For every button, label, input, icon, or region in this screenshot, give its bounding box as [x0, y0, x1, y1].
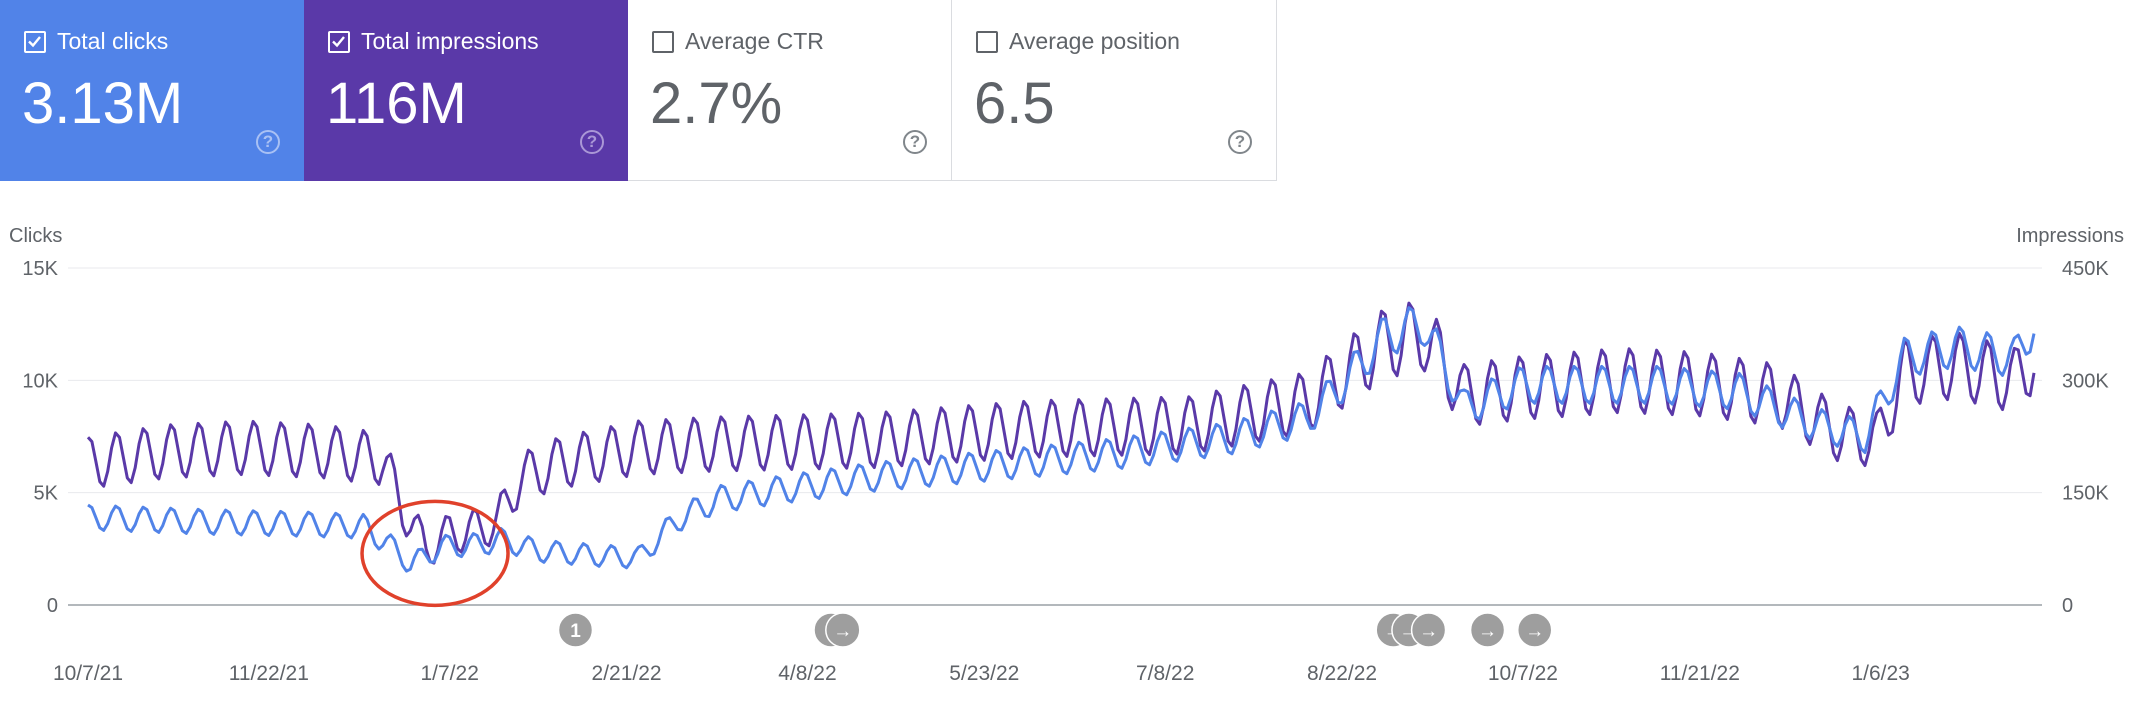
arrow-right-icon: →	[833, 621, 852, 642]
card-value: 116M	[326, 71, 467, 136]
checkbox-checked-icon[interactable]	[328, 31, 350, 53]
impressions-series-line	[86, 301, 2036, 565]
event-marker-circle	[557, 612, 594, 648]
x-tick-label: 11/22/21	[229, 662, 309, 685]
event-marker-circle	[1469, 612, 1506, 648]
card-label: Average CTR	[685, 28, 824, 54]
annotation-layer	[360, 499, 510, 608]
average-position-card[interactable]: Average position 6.5 ?	[952, 0, 1277, 181]
card-value: 3.13M	[22, 71, 184, 136]
card-label: Total impressions	[361, 28, 539, 54]
x-tick-label: 5/23/22	[949, 662, 1019, 685]
card-label: Total clicks	[57, 28, 169, 54]
left-tick-label: 15K	[22, 258, 58, 280]
right-tick-label: 0	[2062, 595, 2073, 617]
help-icon[interactable]: ?	[580, 130, 604, 154]
card-value: 2.7%	[650, 71, 783, 136]
right-tick-label: 300K	[2062, 370, 2109, 392]
x-tick-label: 1/6/23	[1851, 662, 1909, 685]
arrow-right-icon: →	[1419, 621, 1438, 642]
event-markers: 1→→→→→→→	[557, 612, 1553, 648]
x-tick-label: 2/21/22	[592, 662, 662, 685]
help-icon[interactable]: ?	[1228, 130, 1252, 154]
right-tick-label: 150K	[2062, 483, 2109, 505]
total-clicks-card[interactable]: Total clicks 3.13M ?	[0, 0, 304, 181]
event-marker: →	[1410, 612, 1447, 648]
event-marker-circle	[1516, 612, 1553, 648]
x-axis-ticks: 10/7/21 11/22/21 1/7/22 2/21/22 4/8/22 5/23/2…	[53, 662, 1910, 685]
arrow-right-icon: →	[1525, 621, 1544, 642]
left-tick-label: 5K	[34, 483, 59, 505]
event-marker: →	[1469, 612, 1506, 648]
x-tick-label: 8/22/22	[1307, 662, 1377, 685]
x-tick-label: 11/21/22	[1660, 662, 1740, 685]
checkbox-unchecked-icon[interactable]	[976, 31, 998, 53]
event-marker: →	[1516, 612, 1553, 648]
event-marker-circle	[1410, 612, 1447, 648]
annotation-circle	[360, 499, 510, 608]
right-tick-label: 450K	[2062, 258, 2109, 280]
right-axis-title: Impressions	[2016, 225, 2124, 247]
clicks-series-line	[87, 306, 2036, 573]
left-axis-ticks: 0 5K 10K 15K	[22, 258, 58, 617]
metric-cards: Total clicks 3.13M ? Total impressions 1…	[0, 0, 1277, 181]
x-tick-label: 10/7/21	[53, 662, 123, 685]
card-label: Average position	[1009, 28, 1180, 54]
left-tick-label: 10K	[22, 370, 58, 392]
total-impressions-card[interactable]: Total impressions 116M ?	[304, 0, 628, 181]
checkbox-checked-icon[interactable]	[24, 31, 46, 53]
checkbox-unchecked-icon[interactable]	[652, 31, 674, 53]
x-tick-label: 7/8/22	[1136, 662, 1194, 685]
gridlines	[68, 267, 2042, 606]
event-count-label: 1	[570, 621, 581, 642]
series-lines	[86, 301, 2036, 573]
x-tick-label: 1/7/22	[420, 662, 478, 685]
x-tick-label: 4/8/22	[778, 662, 836, 685]
help-icon[interactable]: ?	[903, 130, 927, 154]
card-value: 6.5	[974, 71, 1055, 136]
x-tick-label: 10/7/22	[1488, 662, 1558, 685]
arrow-right-icon: →	[1478, 621, 1497, 642]
left-tick-label: 0	[47, 595, 58, 617]
event-marker: →	[825, 612, 861, 648]
event-marker: 1	[557, 612, 594, 648]
help-icon[interactable]: ?	[256, 130, 280, 154]
right-axis-ticks: 0 150K 300K 450K	[2062, 258, 2109, 617]
performance-chart: Clicks Impressions 0 5K 10K 15K 0 150K 300K 45…	[9, 225, 2124, 685]
event-marker-circle	[825, 612, 861, 648]
left-axis-title: Clicks	[9, 225, 62, 247]
average-ctr-card[interactable]: Average CTR 2.7% ?	[628, 0, 952, 181]
